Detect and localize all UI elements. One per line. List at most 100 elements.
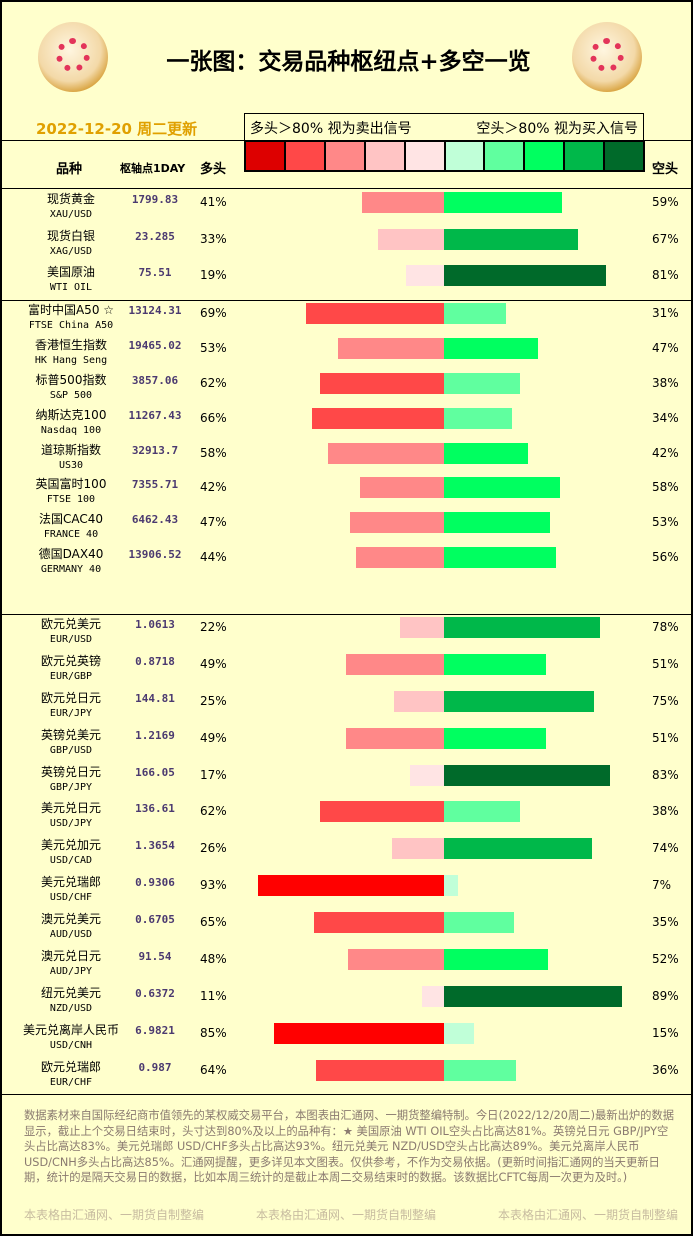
long-bar	[258, 875, 444, 897]
instrument-cn: 法国CAC40	[38, 512, 104, 527]
instrument-en: S&P 500	[49, 389, 93, 401]
instrument-cn: 富时中国A50 ☆	[27, 303, 115, 317]
instrument-cn: 美国原油	[46, 265, 95, 280]
legend: 多头＞80% 视为卖出信号 空头＞80% 视为买入信号	[244, 113, 644, 141]
legend-swatch	[285, 142, 326, 170]
long-bar	[306, 303, 444, 324]
pivot-value: 19465.02	[128, 338, 182, 352]
short-percent: 42%	[652, 445, 679, 460]
instrument-name: 英镑兑美元 GBP/USD	[10, 728, 132, 758]
long-percent: 22%	[200, 620, 227, 634]
legend-swatch	[445, 142, 486, 170]
divider	[2, 1094, 693, 1095]
long-bar	[410, 764, 444, 786]
footer-note: 数据素材来自国际经纪商市值领先的某权威交易平台，本图表由汇通网、一期货整编特制。…	[24, 1109, 675, 1185]
instrument-name: 美元兑瑞郎 USD/CHF	[10, 875, 132, 905]
short-bar	[444, 764, 610, 786]
instrument-cn: 现货黄金	[46, 192, 95, 206]
instrument-cn: 纳斯达克100	[35, 407, 107, 422]
table-row: 德国DAX40 GERMANY 40 13906.52 44% 56%	[2, 545, 693, 580]
instrument-cn: 澳元兑美元	[40, 912, 101, 927]
instrument-en: USD/JPY	[49, 818, 93, 830]
legend-swatch	[325, 142, 366, 170]
instrument-cn: 英镑兑日元	[40, 764, 101, 779]
instrument-name: 美元兑离岸人民币 USD/CNH	[10, 1023, 132, 1053]
table-row: 英镑兑日元 GBP/JPY 166.05 17% 83%	[2, 763, 693, 800]
instrument-name: 英国富时100 FTSE 100	[10, 477, 132, 507]
instrument-cn: 道琼斯指数	[40, 442, 101, 457]
long-bar	[362, 192, 444, 213]
instrument-en: AUD/JPY	[49, 966, 93, 978]
short-bar	[444, 477, 560, 499]
pivot-value: 136.61	[135, 802, 175, 816]
instrument-en: USD/CHF	[49, 892, 93, 904]
table-row: 欧元兑英镑 EUR/GBP 0.8718 49% 51%	[2, 652, 693, 689]
instrument-name: 富时中国A50 ☆ FTSE China A50	[10, 303, 132, 333]
instrument-en: USD/CAD	[49, 855, 93, 867]
long-bar	[274, 1022, 444, 1044]
instrument-name: 标普500指数 S&P 500	[10, 373, 132, 403]
long-percent: 17%	[200, 767, 227, 782]
table-row: 英国富时100 FTSE 100 7355.71 42% 58%	[2, 475, 693, 510]
instrument-group: 欧元兑美元 EUR/USD 1.0613 22% 78% 欧元兑英镑 EUR/GBP …	[2, 615, 693, 1095]
instrument-en: FRANCE 40	[43, 529, 99, 541]
short-percent: 75%	[652, 693, 679, 708]
long-bar	[394, 690, 444, 712]
table-row: 美元兑加元 USD/CAD 1.3654 26% 74%	[2, 836, 693, 873]
long-percent: 48%	[200, 952, 227, 967]
long-percent: 66%	[200, 410, 227, 425]
long-percent: 26%	[200, 841, 227, 856]
short-percent: 38%	[652, 375, 679, 390]
short-bar	[444, 512, 550, 534]
instrument-en: EUR/JPY	[49, 707, 93, 719]
instrument-en: USD/CNH	[49, 1039, 93, 1051]
short-percent: 67%	[652, 231, 679, 246]
long-percent: 41%	[200, 195, 227, 209]
instrument-name: 英镑兑日元 GBP/JPY	[10, 765, 132, 795]
pivot-value: 0.8718	[135, 654, 175, 668]
instrument-cn: 纽元兑美元	[40, 985, 101, 1000]
short-percent: 81%	[652, 268, 679, 283]
instrument-name: 澳元兑日元 AUD/JPY	[10, 949, 132, 979]
instrument-en: EUR/USD	[49, 634, 93, 645]
short-bar	[444, 303, 506, 324]
table-row: 现货黄金 XAU/USD 1799.83 41% 59%	[2, 190, 693, 227]
instrument-name: 美元兑日元 USD/JPY	[10, 801, 132, 831]
legend-swatch	[405, 142, 446, 170]
long-percent: 85%	[200, 1025, 227, 1040]
short-bar	[444, 912, 514, 934]
long-percent: 53%	[200, 340, 227, 355]
instrument-cn: 欧元兑瑞郎	[40, 1059, 101, 1074]
long-bar	[360, 477, 444, 499]
instrument-cn: 欧元兑美元	[40, 617, 101, 631]
short-percent: 59%	[652, 195, 679, 209]
instrument-name: 美元兑加元 USD/CAD	[10, 838, 132, 868]
long-bar	[346, 727, 444, 749]
divider	[2, 188, 693, 189]
long-percent: 44%	[200, 550, 227, 565]
col-short: 空头	[652, 162, 679, 177]
short-percent: 51%	[652, 656, 679, 671]
pivot-value: 23.285	[135, 229, 175, 243]
short-percent: 52%	[652, 952, 679, 967]
short-bar	[444, 547, 556, 569]
update-date: 2022-12-20 周二更新	[36, 120, 198, 138]
long-bar	[348, 949, 444, 971]
short-percent: 78%	[652, 620, 679, 634]
instrument-name: 现货白银 XAG/USD	[10, 229, 132, 259]
instrument-en: FTSE 100	[46, 494, 96, 506]
pivot-value: 3857.06	[131, 373, 179, 387]
logo-right	[572, 22, 642, 92]
long-percent: 19%	[200, 268, 227, 283]
table-row: 欧元兑瑞郎 EUR/CHF 0.987 64% 36%	[2, 1058, 693, 1095]
short-bar	[444, 407, 512, 429]
legend-swatch	[525, 142, 566, 170]
long-percent: 58%	[200, 445, 227, 460]
long-bar	[400, 617, 444, 638]
short-percent: 83%	[652, 767, 679, 782]
table-row: 欧元兑美元 EUR/USD 1.0613 22% 78%	[2, 615, 693, 652]
instrument-cn: 欧元兑日元	[40, 690, 101, 705]
short-percent: 7%	[652, 878, 672, 893]
col-long: 多头	[200, 162, 227, 177]
table-row: 香港恒生指数 HK Hang Seng 19465.02 53% 47%	[2, 336, 693, 371]
